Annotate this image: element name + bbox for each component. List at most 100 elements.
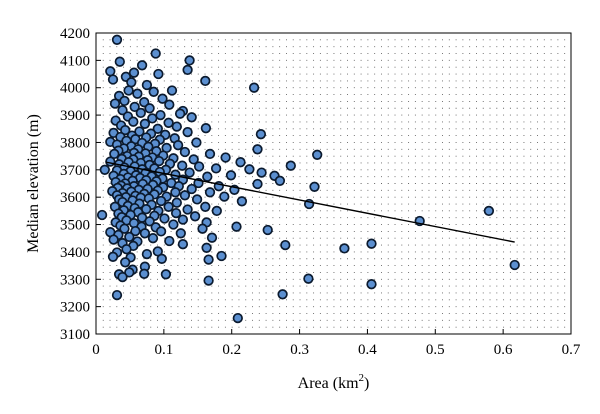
data-point	[206, 232, 218, 243]
data-point	[128, 116, 139, 127]
data-point	[200, 201, 211, 212]
data-point	[184, 55, 195, 66]
data-point	[124, 231, 135, 243]
x-tick-label: 0.4	[358, 342, 377, 358]
data-point	[119, 223, 130, 234]
data-point	[203, 254, 214, 265]
data-point	[262, 224, 273, 236]
data-point	[189, 211, 201, 222]
data-point	[274, 175, 286, 186]
data-point	[210, 163, 222, 174]
x-tick-label: 0.5	[426, 342, 445, 358]
x-tick-label: 0.1	[154, 342, 173, 358]
data-point	[107, 74, 119, 85]
data-point	[303, 273, 314, 284]
data-point	[136, 60, 148, 71]
data-point	[211, 205, 222, 217]
data-point	[141, 248, 153, 260]
data-point	[179, 190, 191, 201]
data-point	[366, 238, 377, 249]
data-point	[153, 155, 165, 167]
data-point	[236, 196, 248, 207]
data-point	[182, 64, 193, 76]
data-point	[99, 164, 110, 175]
data-point	[164, 235, 175, 247]
y-tick-label: 4000	[60, 81, 90, 97]
data-point	[312, 149, 323, 160]
x-axis-title-close: )	[364, 375, 369, 392]
data-point	[121, 244, 132, 255]
data-point	[124, 267, 135, 278]
data-point	[252, 178, 263, 190]
x-axis-title-superscript: 2	[359, 372, 365, 384]
data-point	[232, 312, 243, 324]
data-point	[179, 146, 191, 158]
y-tick-label: 3700	[60, 163, 90, 179]
data-point	[159, 213, 170, 224]
x-tick-label: 0.7	[562, 342, 581, 358]
data-point	[114, 56, 125, 67]
data-point	[255, 129, 267, 140]
data-point	[139, 268, 150, 279]
y-axis-title: Median elevation (m)	[25, 114, 42, 253]
data-point	[252, 144, 263, 155]
data-point	[111, 289, 123, 301]
data-point	[197, 223, 208, 234]
data-point	[155, 195, 167, 207]
data-point	[193, 161, 205, 172]
data-point	[155, 226, 167, 237]
data-point	[160, 269, 172, 280]
data-point	[164, 99, 175, 110]
y-tick-label: 3800	[60, 135, 90, 151]
data-point	[483, 205, 495, 217]
data-point	[204, 148, 216, 160]
data-point	[170, 187, 181, 198]
data-point	[175, 228, 186, 239]
data-point	[144, 216, 155, 227]
x-axis-title-base: Area (km	[298, 375, 359, 392]
data-point	[309, 181, 320, 192]
data-point	[168, 219, 179, 230]
data-point	[201, 242, 212, 253]
y-tick-label: 3900	[60, 108, 90, 124]
data-point	[166, 85, 178, 96]
data-point	[152, 123, 163, 134]
data-point	[150, 48, 161, 59]
data-point	[220, 152, 231, 163]
data-point	[277, 289, 288, 300]
data-point	[120, 257, 131, 268]
data-point	[200, 123, 212, 134]
data-point	[172, 140, 184, 151]
data-point	[135, 107, 146, 119]
data-point	[147, 113, 158, 124]
data-point	[157, 93, 168, 104]
data-point	[96, 209, 108, 221]
data-point	[219, 191, 230, 202]
data-point	[148, 86, 159, 97]
trend-line	[106, 161, 515, 243]
data-point	[153, 68, 164, 80]
y-tick-label: 3600	[60, 190, 90, 206]
data-point	[147, 233, 159, 244]
data-point	[119, 95, 130, 107]
data-point	[105, 66, 116, 77]
data-point	[177, 239, 189, 250]
data-point	[231, 221, 242, 232]
x-axis-title: Area (km2)	[298, 372, 370, 392]
y-tick-label: 4100	[60, 53, 90, 69]
data-point	[170, 207, 182, 219]
data-point	[105, 156, 116, 167]
data-point	[204, 187, 216, 198]
data-point	[509, 259, 520, 271]
y-tick-label: 3500	[60, 218, 90, 234]
data-point	[235, 157, 246, 168]
data-point	[248, 82, 260, 93]
data-point	[171, 121, 182, 132]
data-point	[155, 109, 166, 121]
data-point	[163, 117, 174, 128]
data-point	[129, 101, 140, 113]
data-point	[186, 183, 197, 195]
data-point	[128, 67, 140, 78]
x-tick-label: 0.6	[494, 342, 513, 358]
